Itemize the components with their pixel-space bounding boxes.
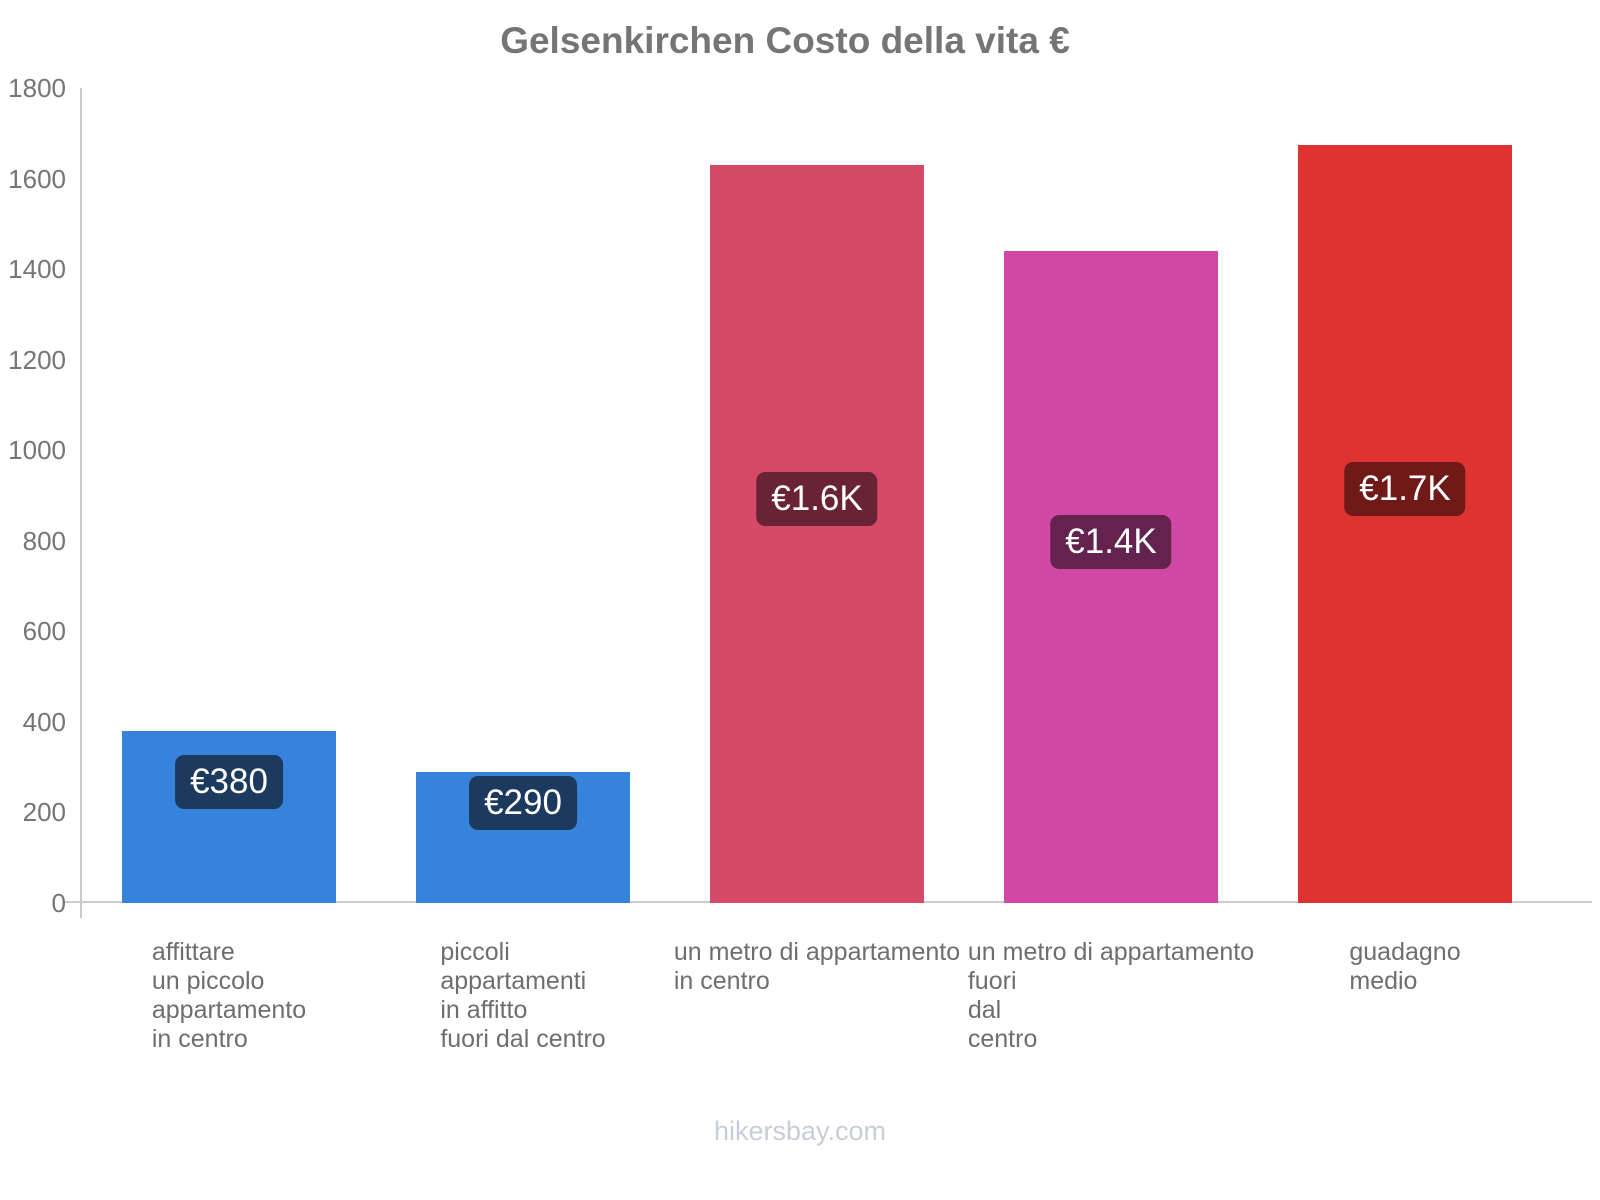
category-label-text: affittare un piccolo appartamento in centro [151, 938, 307, 1053]
y-tick-label: 1600 [8, 163, 66, 194]
y-tick-label: 1400 [8, 254, 66, 285]
y-axis-line [80, 88, 82, 918]
category-label-3: un metro di appartamento in centro [670, 938, 964, 996]
category-label-text: piccoli appartamenti in affitto fuori dal c… [440, 938, 606, 1053]
category-label-text: un metro di appartamento fuori dal centro [967, 938, 1255, 1053]
bar-1[interactable]: €380 [122, 731, 336, 903]
y-tick-label: 200 [22, 797, 66, 828]
y-tick-label: 800 [22, 525, 66, 556]
category-label-1: affittare un piccolo appartamento in centro [82, 938, 376, 1054]
bar-5-value-label: €1.7K [1344, 462, 1466, 516]
y-tick-label: 600 [22, 616, 66, 647]
category-label-text: un metro di appartamento in centro [673, 938, 961, 995]
bar-2-value-label: €290 [469, 775, 577, 830]
y-tick-label: 0 [51, 888, 66, 918]
bar-4[interactable]: €1.4K [1004, 251, 1218, 903]
category-label-4: un metro di appartamento fuori dal centro [964, 938, 1258, 1054]
bar-2[interactable]: €290 [416, 772, 630, 903]
bar-3-value-label: €1.6K [756, 472, 878, 526]
category-label-5: guadagno medio [1258, 938, 1552, 996]
bar-4-value-label: €1.4K [1050, 515, 1172, 569]
y-tick-label: 400 [22, 706, 66, 737]
watermark: hikersbay.com [713, 1116, 887, 1146]
y-tick-label: 1000 [8, 435, 66, 466]
y-tick-label: 1200 [8, 344, 66, 375]
bar-5[interactable]: €1.7K [1298, 145, 1512, 903]
bar-3[interactable]: €1.6K [710, 165, 924, 903]
y-tick-label: 1800 [8, 73, 66, 103]
category-label-2: piccoli appartamenti in affitto fuori dal c… [376, 938, 670, 1054]
category-label-text: guadagno medio [1349, 938, 1461, 995]
bar-1-value-label: €380 [175, 755, 283, 809]
chart-title: Gelsenkirchen Costo della vita € [500, 20, 1070, 61]
